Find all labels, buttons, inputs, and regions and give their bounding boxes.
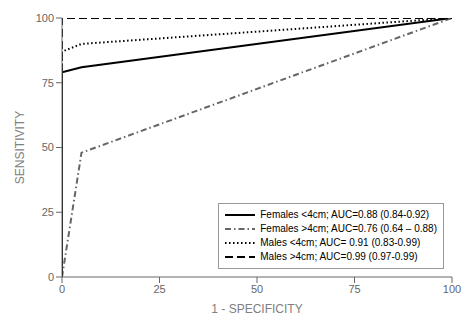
svg-text:50: 50 (251, 283, 263, 295)
html-text:Males <4cm; AUC= 0.91 (0.83-0.: Males <4cm; AUC= 0.91 (0.83-0.99) (260, 237, 421, 248)
html-text:Females >4cm; AUC=0.76 (0.64 –: Females >4cm; AUC=0.76 (0.64 – 0.88) (260, 223, 437, 234)
html-text:Males >4cm; AUC=0.99 (0.97-0.9: Males >4cm; AUC=0.99 (0.97-0.99) (260, 251, 418, 262)
svg-text:75: 75 (348, 283, 360, 295)
svg-text:0: 0 (59, 283, 65, 295)
svg-text:100: 100 (36, 12, 54, 24)
html-text:Females <4cm; AUC=0.88 (0.84-0: Females <4cm; AUC=0.88 (0.84-0.92) (260, 209, 430, 220)
svg-text:100: 100 (443, 283, 461, 295)
svg-text:1 - SPECIFICITY: 1 - SPECIFICITY (211, 302, 302, 316)
svg-text:SENSITIVITY: SENSITIVITY (13, 111, 27, 184)
svg-text:25: 25 (42, 206, 54, 218)
svg-text:0: 0 (48, 271, 54, 283)
svg-text:75: 75 (42, 77, 54, 89)
svg-text:50: 50 (42, 141, 54, 153)
svg-text:25: 25 (153, 283, 165, 295)
